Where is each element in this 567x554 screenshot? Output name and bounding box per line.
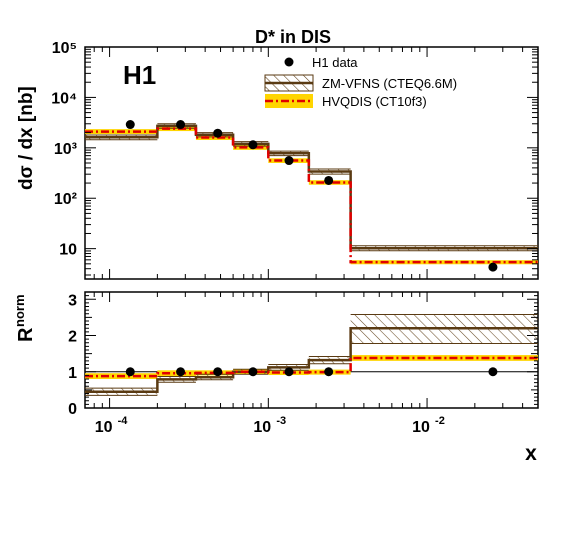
ratio-hvqdis-band-bin-7 <box>350 355 538 361</box>
top-hvqdis-band-bin-3 <box>195 135 234 140</box>
ratio-data-point-3 <box>213 367 223 377</box>
ratio-data-points <box>125 367 498 377</box>
legend-label-hvqdis: HVQDIS (CT10f3) <box>322 94 427 109</box>
x-tick-label-exponent-3: -2 <box>435 415 445 427</box>
bottom-y-axis-title: R norm <box>12 295 37 343</box>
experiment-logo: H1 <box>123 60 156 90</box>
top-data-point-1 <box>125 120 135 130</box>
ratio-y-tick-label-1: 0 <box>68 401 77 418</box>
x-tick-label-1: 10 <box>95 419 113 436</box>
top-y-tick-label-2: 10² <box>54 191 77 208</box>
top-zm-vfns-line <box>85 124 538 250</box>
ratio-axis-ticks: 10 -4 10 -3 10 -2 0 1 2 3 <box>68 291 539 436</box>
legend-marker-h1-data <box>284 57 294 67</box>
ratio-model-bands <box>85 313 538 396</box>
top-data-point-2 <box>176 120 186 130</box>
x-tick-label-exponent-1: -4 <box>118 415 129 427</box>
top-axis-ticks: 10 10² 10³ 10⁴ 10⁵ <box>51 40 539 279</box>
chart-title: D* in DIS <box>255 27 331 47</box>
top-hvqdis-line <box>85 127 538 264</box>
ratio-y-tick-label-3: 2 <box>68 329 77 346</box>
ratio-y-label: R <box>15 327 37 342</box>
ratio-y-tick-label-4: 3 <box>68 292 77 309</box>
top-y-tick-label-1: 10 <box>59 242 77 259</box>
ratio-data-point-1 <box>125 367 135 377</box>
top-data-point-4 <box>248 140 258 150</box>
top-y-tick-label-3: 10³ <box>54 141 77 158</box>
top-data-points <box>125 120 498 272</box>
top-data-point-5 <box>284 156 294 166</box>
ratio-data-point-6 <box>324 367 334 377</box>
legend: H1 data ZM-VFNS (CTEQ6.6M) HVQDIS (CT10f… <box>264 55 457 109</box>
top-model-lines <box>85 124 538 264</box>
top-hvqdis-band-bin-7 <box>350 260 538 265</box>
x-tick-label-2: 10 <box>253 419 271 436</box>
top-model-bands <box>85 123 538 265</box>
x-axis-title: x <box>525 442 537 465</box>
x-tick-label-3: 10 <box>412 419 430 436</box>
top-y-tick-label-5: 10⁵ <box>52 40 77 57</box>
top-y-axis-title: dσ / dx [nb] <box>16 86 37 190</box>
ratio-y-label-superscript: norm <box>12 295 27 328</box>
x-tick-label-exponent-2: -3 <box>276 415 286 427</box>
top-data-point-7 <box>488 262 498 272</box>
top-data-point-3 <box>213 128 223 138</box>
ratio-y-tick-label-2: 1 <box>68 365 77 382</box>
legend-label-zm-vfns: ZM-VFNS (CTEQ6.6M) <box>322 76 457 91</box>
ratio-data-point-7 <box>488 367 498 377</box>
legend-label-h1-data: H1 data <box>312 55 358 70</box>
ratio-data-point-2 <box>176 367 186 377</box>
ratio-hvqdis-line <box>85 356 538 378</box>
ratio-data-point-4 <box>248 367 258 377</box>
ratio-data-point-5 <box>284 367 294 377</box>
top-data-point-6 <box>324 175 334 185</box>
top-y-tick-label-4: 10⁴ <box>51 90 77 107</box>
